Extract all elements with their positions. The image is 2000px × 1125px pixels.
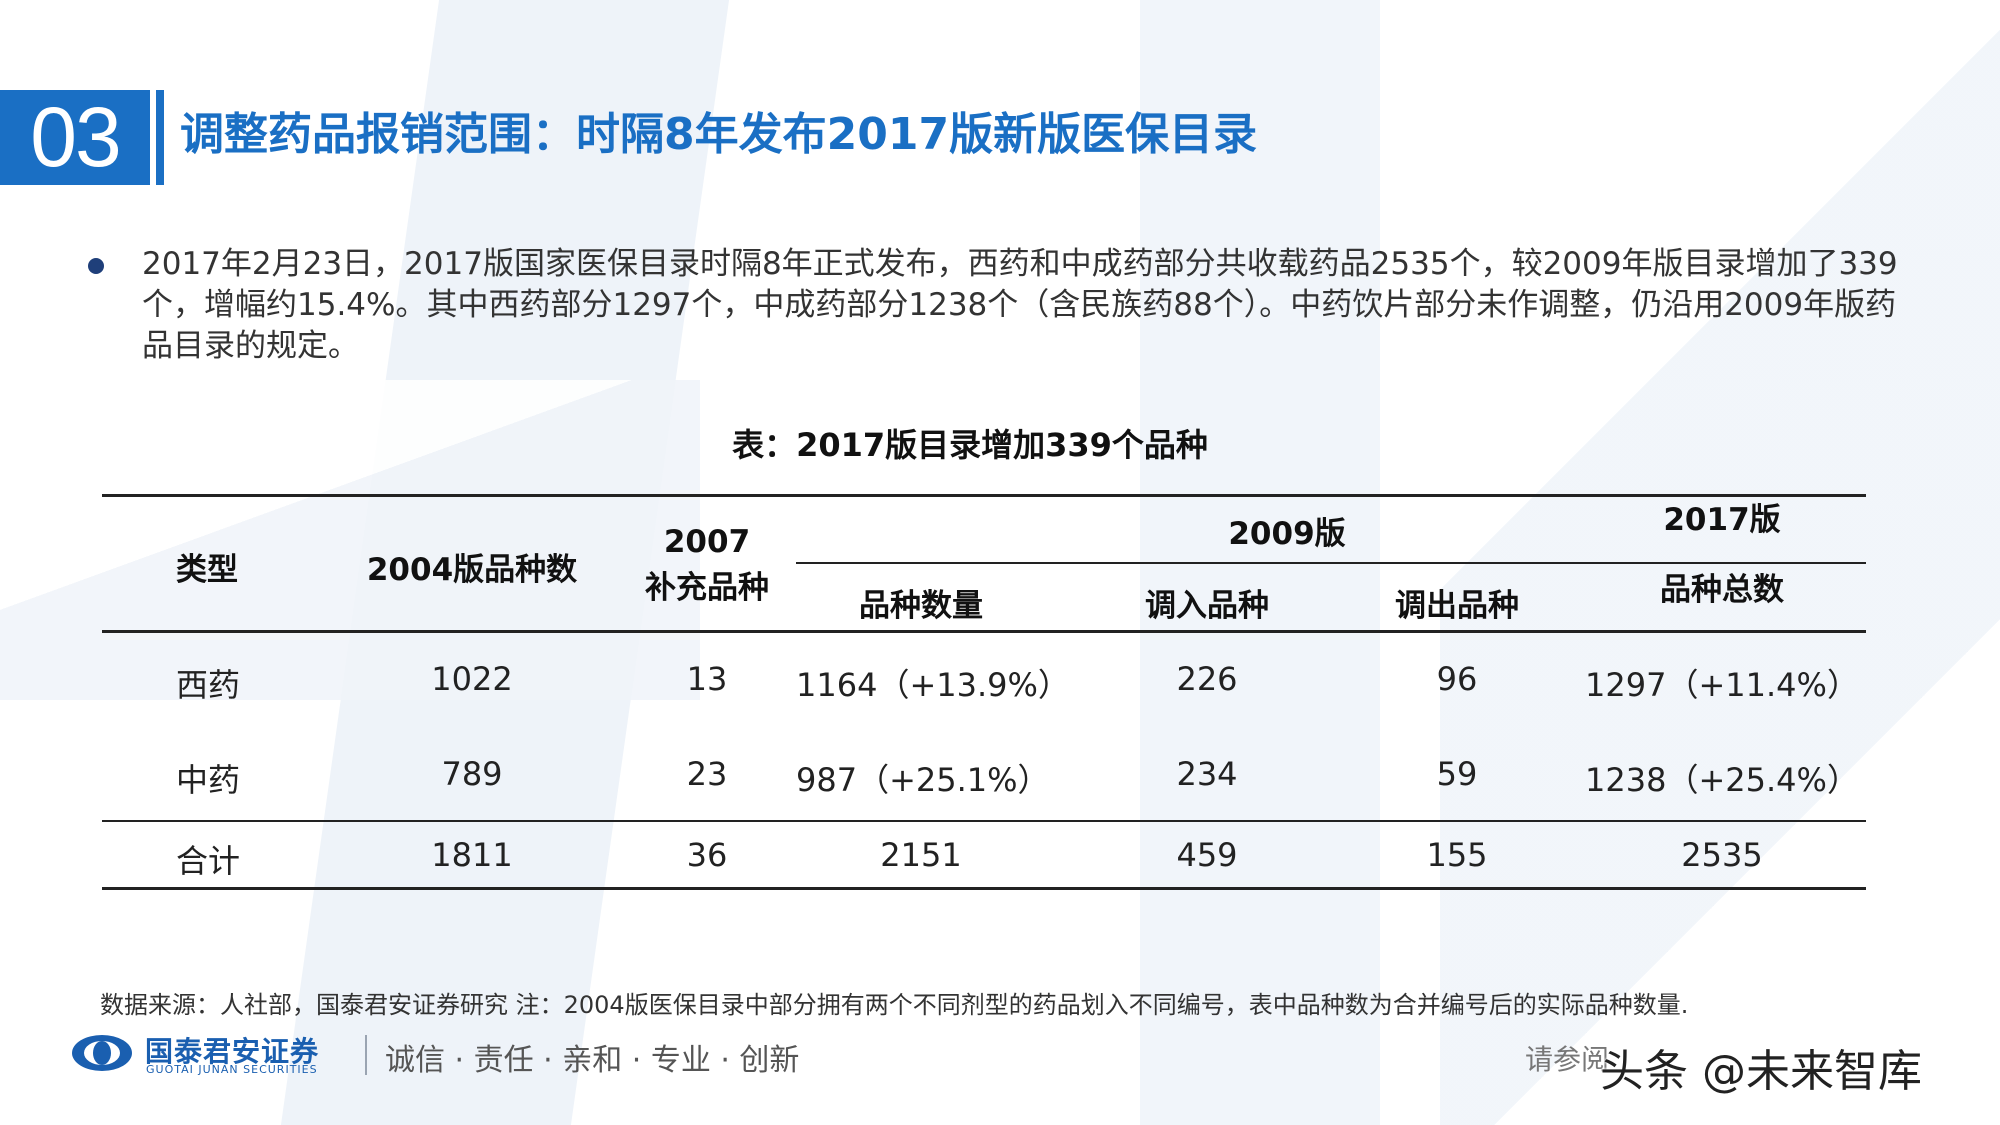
bullet-paragraph: 2017年2月23日，2017版国家医保目录时隔8年正式发布，西药和中成药部分共…: [142, 246, 1898, 364]
table-cell-2004: 1022: [431, 660, 513, 698]
table-cell-2009-count: 2151: [880, 836, 962, 874]
table-cell-2009-in: 226: [1176, 660, 1238, 698]
section-accent-bar: [156, 90, 164, 185]
header-2009-in: 调入品种: [1145, 588, 1269, 624]
company-slogan: 诚信 · 责任 · 亲和 · 专业 · 创新: [385, 1043, 800, 1078]
table-cell-2004: 789: [441, 755, 503, 793]
table-top-rule: [102, 494, 1866, 497]
disclaimer-text: 请参阅: [1525, 1043, 1610, 1076]
header-2009-out: 调出品种: [1395, 588, 1519, 624]
company-name-en: GUOTAI JUNAN SECURITIES: [146, 1063, 318, 1076]
table-cell-2017: 1238（+25.4%）: [1585, 761, 1859, 799]
table-cell-type: 合计: [176, 842, 241, 880]
table-cell-2009-count: 987（+25.1%）: [796, 761, 1050, 799]
table-cell-2004: 1811: [431, 836, 513, 874]
table-cell-2009-out: 96: [1436, 660, 1478, 698]
table-cell-2009-out: 59: [1436, 755, 1478, 793]
table-cell-2007: 13: [686, 660, 728, 698]
table-cell-2017: 1297（+11.4%）: [1585, 666, 1859, 704]
table-cell-2017: 2535: [1681, 836, 1763, 874]
header-2017-line1: 2017版: [1663, 502, 1781, 538]
table-total-rule: [102, 820, 1866, 822]
table-cell-2007: 23: [686, 755, 728, 793]
header-2009-count: 品种数量: [859, 588, 983, 624]
header-2017-line2: 品种总数: [1660, 572, 1784, 608]
company-logo-icon: [72, 1035, 132, 1071]
header-2009-group: 2009版: [1228, 516, 1346, 552]
table-cell-2009-in: 234: [1176, 755, 1238, 793]
page-title: 调整药品报销范围：时隔8年发布2017版新版医保目录: [180, 109, 1258, 160]
table-cell-2009-in: 459: [1176, 836, 1238, 874]
table-bottom-rule: [102, 887, 1866, 890]
header-2007-line1: 2007: [663, 524, 751, 560]
table-cell-type: 中药: [176, 761, 241, 799]
table-cell-2007: 36: [686, 836, 728, 874]
bullet-icon: [88, 258, 104, 274]
table-caption: 表：2017版目录增加339个品种: [732, 426, 1208, 464]
company-name-cn: 国泰君安证券: [145, 1035, 320, 1068]
table-header-rule: [102, 630, 1866, 633]
watermark: 头条 @未来智库: [1600, 1046, 1922, 1097]
table-cell-2009-count: 1164（+13.9%）: [796, 666, 1070, 704]
data-table: 类型 2004版品种数 2007 补充品种 2009版 品种数量 调入品种 调出…: [102, 494, 1866, 890]
source-note: 数据来源：人社部，国泰君安证券研究 注：2004版医保目录中部分拥有两个不同剂型…: [100, 991, 1689, 1019]
header-2007-line2: 补充品种: [645, 570, 769, 606]
header-type: 类型: [176, 552, 238, 588]
header-2004: 2004版品种数: [366, 552, 578, 588]
section-number: 03: [0, 90, 150, 185]
table-cell-type: 西药: [176, 666, 241, 704]
footer-divider: [365, 1035, 367, 1075]
table-cell-2009-out: 155: [1426, 836, 1488, 874]
table-group-rule: [796, 562, 1866, 564]
